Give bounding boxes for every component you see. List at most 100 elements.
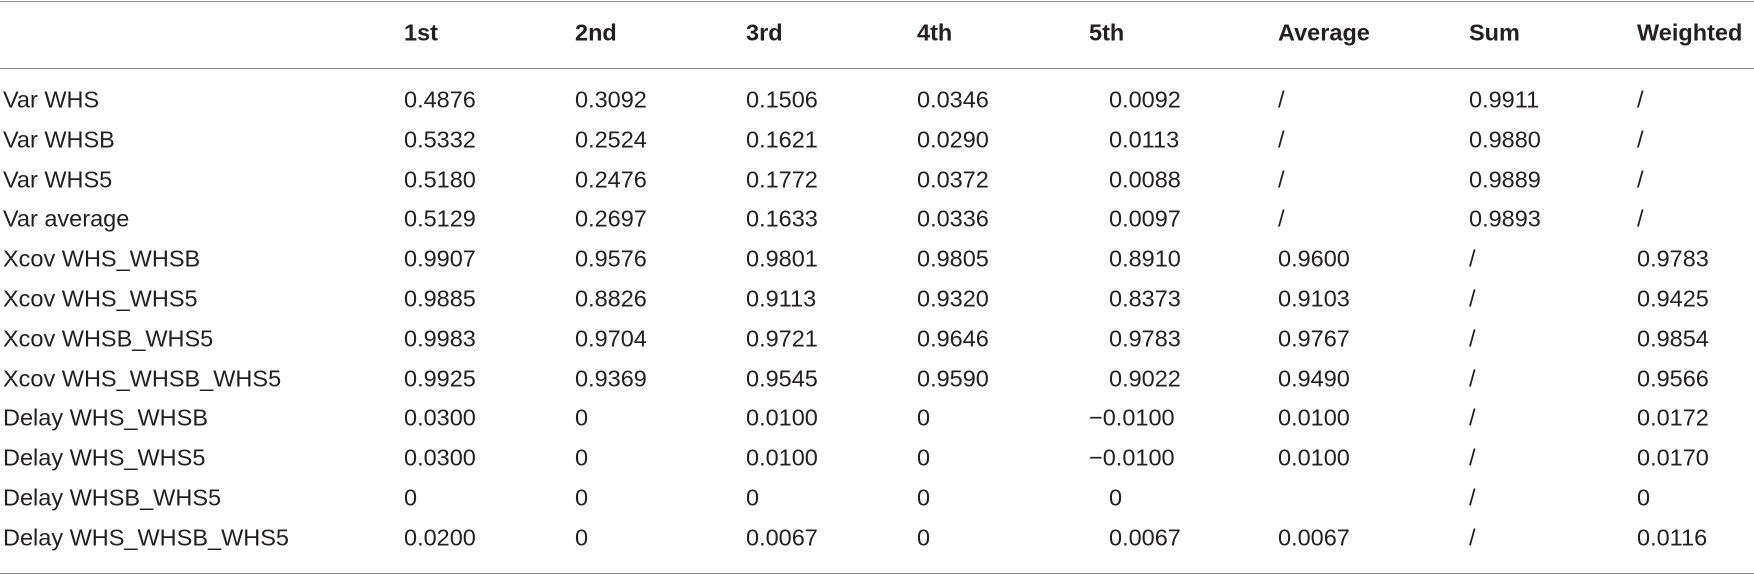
cell-value: 0.0100 [746,404,818,431]
cell-value: / [1469,444,1476,471]
cell-value: 0.9590 [917,364,989,391]
cell-value: 0.9889 [1469,165,1541,192]
column-header: Sum [1469,19,1520,46]
row-label: Var average [3,205,130,232]
row-label: Var WHSB [3,126,115,153]
cell-value: / [1469,404,1476,431]
column-header: 2nd [575,19,617,46]
cell-value: 0.0372 [917,165,989,192]
cell-value: 0.5129 [404,205,476,232]
cell-value: / [1278,165,1285,192]
cell-value: / [1469,325,1476,352]
cell-value: 0 [917,484,931,511]
cell-value: 0 [575,484,589,511]
cell-value: 0.2697 [575,205,647,232]
cell-value: 0.0290 [917,126,989,153]
cell-value: 0.9704 [575,325,647,352]
cell-value: 0.9911 [1469,86,1540,113]
row-label: Var WHS5 [3,165,113,192]
cell-value: 0.0067 [746,524,818,551]
cell-value: 0.9369 [575,364,647,391]
column-header: 5th [1089,19,1125,46]
header-rule [0,68,1754,69]
cell-value: 0.9983 [404,325,476,352]
cell-value: 0.9113 [746,285,817,312]
cell-value: 0.0067 [1109,524,1181,551]
cell-value: 0.0097 [1109,205,1181,232]
cell-value: 0.9801 [746,245,818,272]
cell-value: 0.0170 [1637,444,1709,471]
cell-value: 0.5332 [404,126,476,153]
cell-value: 0.0067 [1278,524,1350,551]
cell-value: / [1469,285,1476,312]
cell-value: / [1469,524,1476,551]
cell-value: 0.9783 [1109,325,1181,352]
cell-value: 0.0092 [1109,86,1181,113]
cell-value: 0.9490 [1278,364,1350,391]
cell-value: / [1637,205,1644,232]
cell-value: 0.8910 [1109,245,1181,272]
cell-value: 0 [917,404,931,431]
cell-value: 0.1506 [746,86,818,113]
cell-value: 0.8826 [575,285,647,312]
cell-value: 0 [1109,484,1123,511]
cell-value: 0.4876 [404,86,476,113]
row-label: Delay WHSB_WHS5 [3,484,222,511]
cell-value: / [1637,165,1644,192]
cell-value: 0.0300 [404,404,476,431]
cell-value: −0.0100 [1089,444,1175,471]
row-label: Xcov WHS_WHS5 [3,285,198,312]
column-header: 4th [917,19,953,46]
row-label: Xcov WHS_WHSB_WHS5 [3,364,282,391]
cell-value: 0.9805 [917,245,989,272]
cell-value: 0.1621 [746,126,818,153]
cell-value: 0.3092 [575,86,647,113]
cell-value: 0.9320 [917,285,989,312]
cell-value: 0.0100 [1278,444,1350,471]
cell-value: 0.5180 [404,165,476,192]
cell-value: / [1469,245,1476,272]
cell-value: 0.9783 [1637,245,1709,272]
cell-value: 0.0113 [1109,126,1180,153]
row-label: Xcov WHSB_WHS5 [3,325,214,352]
cell-value: / [1637,86,1644,113]
cell-value: 0.0300 [404,444,476,471]
cell-value: 0 [575,444,589,471]
cell-value: 0.1772 [746,165,818,192]
cell-value: 0.1633 [746,205,818,232]
cell-value: 0.9880 [1469,126,1541,153]
cell-value: 0 [746,484,760,511]
cell-value: / [1278,86,1285,113]
cell-value: 0.2476 [575,165,647,192]
cell-value: 0.9646 [917,325,989,352]
cell-value: / [1469,364,1476,391]
cell-value: 0.9103 [1278,285,1350,312]
cell-value: 0.2524 [575,126,647,153]
cell-value: 0.9600 [1278,245,1350,272]
column-header: 1st [404,19,438,46]
cell-value: 0 [575,524,589,551]
cell-value: 0.9767 [1278,325,1350,352]
column-header: 3rd [746,19,783,46]
cell-value: 0.9907 [404,245,476,272]
cell-value: 0.9566 [1637,364,1709,391]
cell-value: 0.9721 [746,325,818,352]
cell-value: 0.8373 [1109,285,1181,312]
cell-value: 0.0336 [917,205,989,232]
cell-value: 0.0116 [1637,524,1708,551]
cell-value: 0 [575,404,589,431]
top-rule [0,1,1754,2]
cell-value: −0.0100 [1089,404,1175,431]
cell-value: 0 [917,444,931,471]
row-label: Delay WHS_WHSB [3,404,209,431]
cell-value: 0.9885 [404,285,476,312]
cell-value: 0 [917,524,931,551]
cell-value: 0 [1637,484,1651,511]
row-label: Xcov WHS_WHSB [3,245,201,272]
row-label: Delay WHS_WHSB_WHS5 [3,524,289,551]
row-label: Delay WHS_WHS5 [3,444,206,471]
cell-value: 0.0088 [1109,165,1181,192]
cell-value: / [1278,205,1285,232]
cell-value: 0.9576 [575,245,647,272]
